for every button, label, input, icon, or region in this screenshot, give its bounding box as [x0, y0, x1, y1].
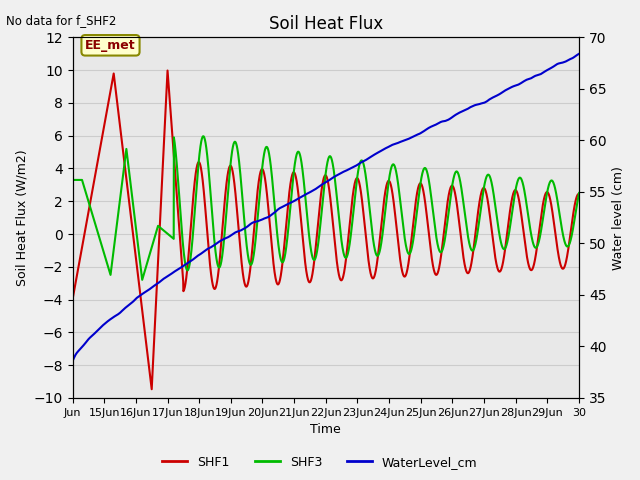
WaterLevel_cm [498, 90, 506, 96]
SHF1 [164, 68, 172, 73]
SHF1 [498, 264, 506, 270]
SHF1 [68, 297, 76, 302]
Title: Soil Heat Flux: Soil Heat Flux [269, 15, 383, 33]
SHF1 [391, 207, 399, 213]
WaterLevel_cm [575, 51, 583, 57]
WaterLevel_cm [570, 55, 577, 60]
WaterLevel_cm [68, 359, 76, 365]
SHF1 [435, 264, 443, 270]
SHF3 [68, 177, 76, 183]
SHF3 [570, 222, 577, 228]
SHF3 [173, 157, 180, 163]
WaterLevel_cm [435, 120, 443, 126]
SHF3 [498, 243, 506, 249]
SHF3 [575, 190, 583, 196]
X-axis label: Time: Time [310, 423, 341, 436]
SHF1 [575, 191, 583, 197]
Legend: SHF1, SHF3, WaterLevel_cm: SHF1, SHF3, WaterLevel_cm [157, 451, 483, 474]
WaterLevel_cm [172, 268, 180, 274]
SHF3 [138, 277, 146, 283]
SHF1 [468, 259, 476, 265]
WaterLevel_cm [390, 141, 398, 147]
Line: SHF3: SHF3 [72, 136, 579, 280]
SHF3 [468, 247, 476, 253]
SHF3 [200, 133, 207, 139]
WaterLevel_cm [467, 104, 475, 109]
Line: SHF1: SHF1 [72, 71, 579, 389]
Y-axis label: Water level (cm): Water level (cm) [612, 166, 625, 270]
Line: WaterLevel_cm: WaterLevel_cm [72, 54, 579, 362]
Text: No data for f_SHF2: No data for f_SHF2 [6, 14, 116, 27]
SHF1 [148, 386, 156, 392]
SHF1 [173, 189, 180, 195]
SHF3 [435, 248, 443, 253]
Y-axis label: Soil Heat Flux (W/m2): Soil Heat Flux (W/m2) [15, 149, 28, 286]
SHF3 [391, 163, 399, 169]
Text: EE_met: EE_met [85, 39, 136, 52]
SHF1 [570, 208, 577, 214]
